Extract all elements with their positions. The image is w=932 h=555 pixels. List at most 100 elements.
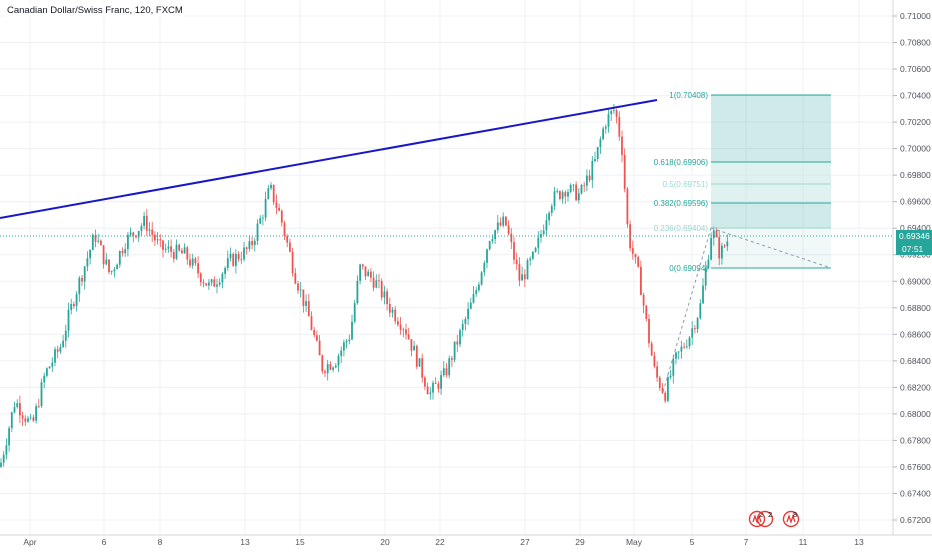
- candle-body: [572, 184, 575, 186]
- candle-body: [426, 386, 429, 395]
- candle-body: [89, 249, 91, 259]
- candle-body: [418, 358, 421, 367]
- calendar-icon: [756, 510, 774, 528]
- candle-body: [596, 147, 599, 160]
- candle-body: [356, 280, 359, 304]
- economic-event-icon[interactable]: [782, 510, 800, 528]
- candle-body: [191, 258, 194, 266]
- candle-body: [140, 226, 143, 231]
- candle-body: [226, 258, 229, 268]
- candle-body: [712, 230, 715, 239]
- price-axis-label: 0.70200: [900, 117, 931, 127]
- price-axis-label: 0.69600: [900, 197, 931, 207]
- candle-body: [464, 319, 467, 324]
- time-axis-label: 5: [690, 537, 695, 547]
- candle-body: [550, 206, 553, 213]
- candle-body: [172, 251, 175, 259]
- candle-body: [129, 232, 132, 235]
- candle-body: [410, 339, 413, 351]
- candle-body: [116, 264, 118, 270]
- candle-body: [478, 284, 480, 291]
- candle-body: [402, 329, 405, 331]
- candle-body: [302, 289, 305, 306]
- price-axis-label: 0.70800: [900, 38, 931, 48]
- candle-body: [432, 382, 434, 393]
- candle-body: [113, 269, 116, 272]
- candle-body: [334, 365, 337, 368]
- candle-body: [21, 415, 24, 419]
- candle-body: [469, 302, 472, 309]
- candle-body: [704, 267, 707, 286]
- candle-body: [394, 309, 397, 322]
- candle-body: [702, 285, 704, 304]
- fib-zone-mid: [711, 162, 831, 203]
- price-axis-label: 0.67800: [900, 435, 931, 445]
- candle-body: [213, 279, 216, 287]
- price-axis-label: 0.68200: [900, 382, 931, 392]
- candle-body: [507, 225, 510, 234]
- candle-body: [256, 223, 259, 241]
- candle-body: [294, 273, 297, 284]
- candle-body: [221, 273, 224, 283]
- economic-event-icon[interactable]: [756, 510, 774, 528]
- candle-body: [618, 116, 621, 137]
- candle-body: [235, 253, 237, 266]
- candle-body: [429, 392, 432, 395]
- candle-body: [521, 274, 523, 281]
- candle-body: [577, 193, 580, 201]
- candle-body: [86, 258, 89, 267]
- candle-body: [316, 335, 318, 341]
- candle-body: [718, 237, 721, 259]
- candle-body: [143, 216, 145, 227]
- candle-body: [586, 175, 588, 186]
- candle-body: [691, 328, 694, 338]
- candle-body: [413, 345, 415, 351]
- candle-body: [631, 248, 634, 254]
- candle-body: [588, 175, 591, 181]
- time-axis-label: 29: [575, 537, 585, 547]
- candle-body: [97, 240, 100, 242]
- candle-body: [399, 324, 402, 330]
- candle-body: [542, 230, 545, 234]
- candle-body: [575, 184, 577, 201]
- candle-body: [337, 356, 340, 366]
- candle-body: [232, 253, 235, 266]
- time-axis-label: 27: [520, 537, 530, 547]
- candle-body: [245, 247, 248, 249]
- candle-body: [421, 358, 424, 378]
- price-axis-label: 0.68600: [900, 329, 931, 339]
- price-axis-label: 0.67200: [900, 515, 931, 525]
- candle-body: [623, 155, 626, 189]
- candle-body: [305, 301, 307, 306]
- candle-body: [351, 321, 353, 340]
- candle-body: [310, 316, 313, 330]
- candle-body: [183, 247, 186, 254]
- candle-body: [451, 358, 453, 360]
- candle-body: [675, 352, 677, 359]
- candle-body: [67, 310, 70, 331]
- candle-body: [388, 304, 391, 313]
- candle-body: [240, 259, 243, 261]
- candle-body: [448, 358, 451, 376]
- candle-body: [24, 418, 27, 422]
- candle-body: [16, 403, 19, 408]
- candle-body: [270, 184, 272, 189]
- candle-body: [415, 345, 418, 367]
- candle-body: [332, 367, 334, 370]
- candle-body: [259, 218, 262, 224]
- price-axis-label: 0.71000: [900, 11, 931, 21]
- candle-body: [621, 136, 623, 156]
- candle-body: [329, 364, 332, 370]
- fib-trend-guide: [662, 227, 712, 393]
- candle-body: [151, 229, 154, 235]
- candle-body: [637, 256, 640, 267]
- candle-body: [594, 159, 596, 162]
- candle-body: [361, 264, 364, 267]
- candle-body: [229, 253, 232, 259]
- time-axis-label: 8: [158, 537, 163, 547]
- candle-body: [56, 349, 59, 352]
- candle-body: [442, 368, 445, 376]
- candle-body: [289, 242, 291, 252]
